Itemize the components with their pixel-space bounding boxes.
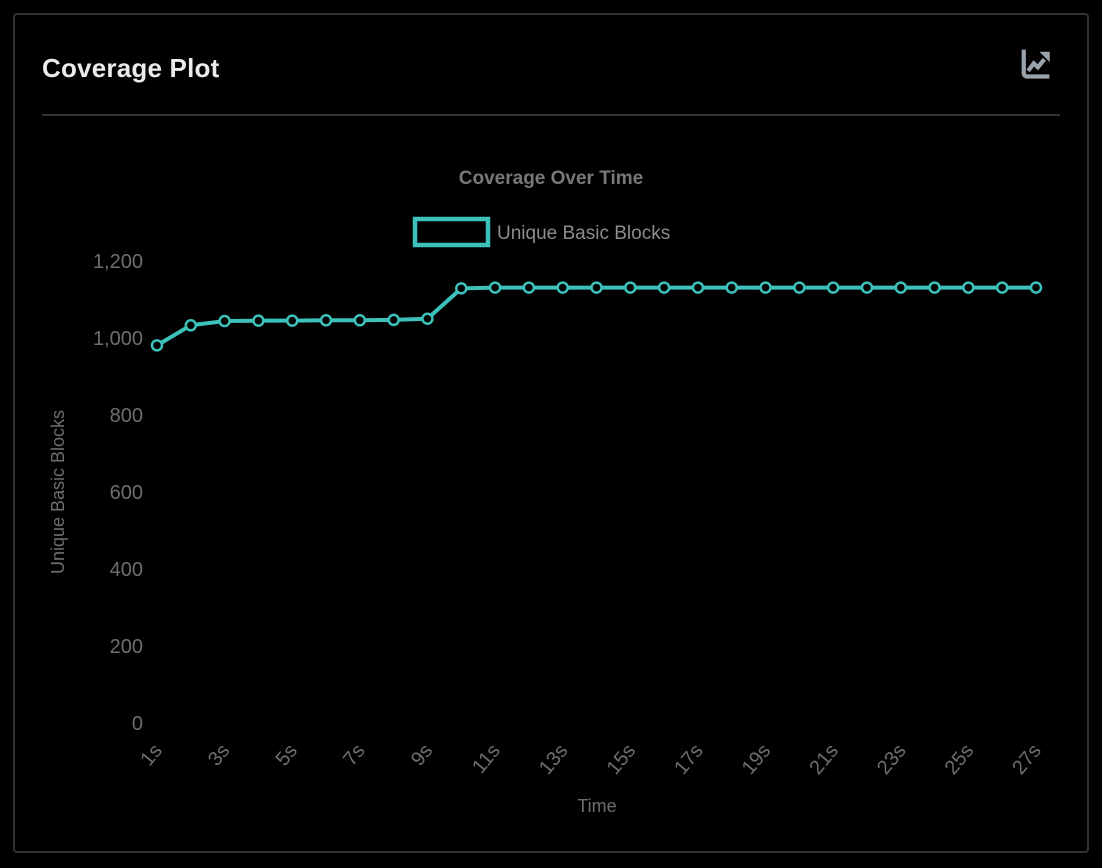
data-point[interactable] bbox=[793, 281, 806, 294]
chart-title: Coverage Over Time bbox=[459, 168, 643, 189]
chart-toggle-button[interactable] bbox=[1013, 45, 1057, 85]
x-tick-label: 9s bbox=[407, 740, 437, 770]
data-point[interactable] bbox=[421, 312, 434, 325]
y-tick-label: 400 bbox=[110, 559, 143, 581]
data-point[interactable] bbox=[657, 281, 671, 294]
data-point[interactable] bbox=[556, 281, 569, 294]
x-tick-label: 21s bbox=[805, 740, 843, 779]
page-title: Coverage Plot bbox=[42, 53, 220, 83]
x-tick-label: 11s bbox=[468, 740, 505, 778]
x-axis-title: Time bbox=[577, 796, 616, 816]
x-tick-label: 3s bbox=[204, 740, 234, 770]
line-chart-icon bbox=[1013, 44, 1057, 87]
data-point[interactable] bbox=[928, 281, 941, 294]
data-point[interactable] bbox=[962, 281, 975, 294]
legend-label: Unique Basic Blocks bbox=[497, 223, 670, 244]
x-tick-label: 19s bbox=[738, 740, 776, 779]
data-point[interactable] bbox=[455, 282, 468, 295]
data-point[interactable] bbox=[894, 281, 908, 294]
card-header: Coverage Plot bbox=[15, 15, 1087, 87]
coverage-chart[interactable]: Coverage Over Time Unique Basic Blocks 0 20… bbox=[44, 157, 1058, 817]
data-point[interactable] bbox=[184, 319, 198, 332]
y-tick-label: 0 bbox=[132, 713, 143, 735]
legend-item[interactable]: Unique Basic Blocks bbox=[412, 216, 670, 248]
data-point[interactable] bbox=[285, 314, 299, 327]
data-point[interactable] bbox=[218, 314, 231, 328]
x-tick-label: 23s bbox=[873, 740, 911, 779]
data-point[interactable] bbox=[860, 281, 874, 294]
x-tick-label: 7s bbox=[339, 740, 369, 770]
y-tick-label: 1,200 bbox=[93, 251, 143, 273]
data-point[interactable] bbox=[826, 281, 840, 294]
y-tick-label: 1,000 bbox=[93, 328, 143, 350]
y-axis-title: Unique Basic Blocks bbox=[48, 410, 68, 574]
x-tick-label: 1s bbox=[136, 740, 166, 770]
data-point[interactable] bbox=[759, 281, 772, 294]
x-tick-label: 25s bbox=[941, 740, 979, 779]
x-tick-label: 5s bbox=[272, 740, 302, 770]
data-point[interactable] bbox=[995, 281, 1009, 294]
data-point[interactable] bbox=[590, 281, 603, 294]
y-tick-label: 200 bbox=[110, 636, 143, 658]
data-point[interactable] bbox=[252, 314, 265, 327]
data-point[interactable] bbox=[691, 281, 705, 294]
header-divider bbox=[42, 114, 1060, 116]
data-point[interactable] bbox=[624, 281, 637, 294]
legend-swatch bbox=[412, 216, 491, 248]
x-tick-label: 15s bbox=[603, 740, 641, 779]
data-point[interactable] bbox=[353, 314, 367, 327]
data-point[interactable] bbox=[488, 281, 502, 294]
data-point[interactable] bbox=[522, 281, 536, 294]
x-tick-label: 27s bbox=[1008, 740, 1046, 779]
x-tick-label: 13s bbox=[535, 740, 573, 779]
x-tick-label: 17s bbox=[670, 740, 708, 779]
coverage-plot-card: Coverage Plot Coverage Over Time Unique B… bbox=[13, 13, 1089, 853]
data-point[interactable] bbox=[319, 314, 333, 327]
y-tick-label: 800 bbox=[110, 405, 143, 427]
data-point[interactable] bbox=[150, 339, 164, 352]
data-point[interactable] bbox=[725, 281, 738, 294]
data-point[interactable] bbox=[1029, 281, 1043, 294]
y-tick-label: 600 bbox=[110, 482, 143, 504]
data-point[interactable] bbox=[387, 313, 400, 327]
